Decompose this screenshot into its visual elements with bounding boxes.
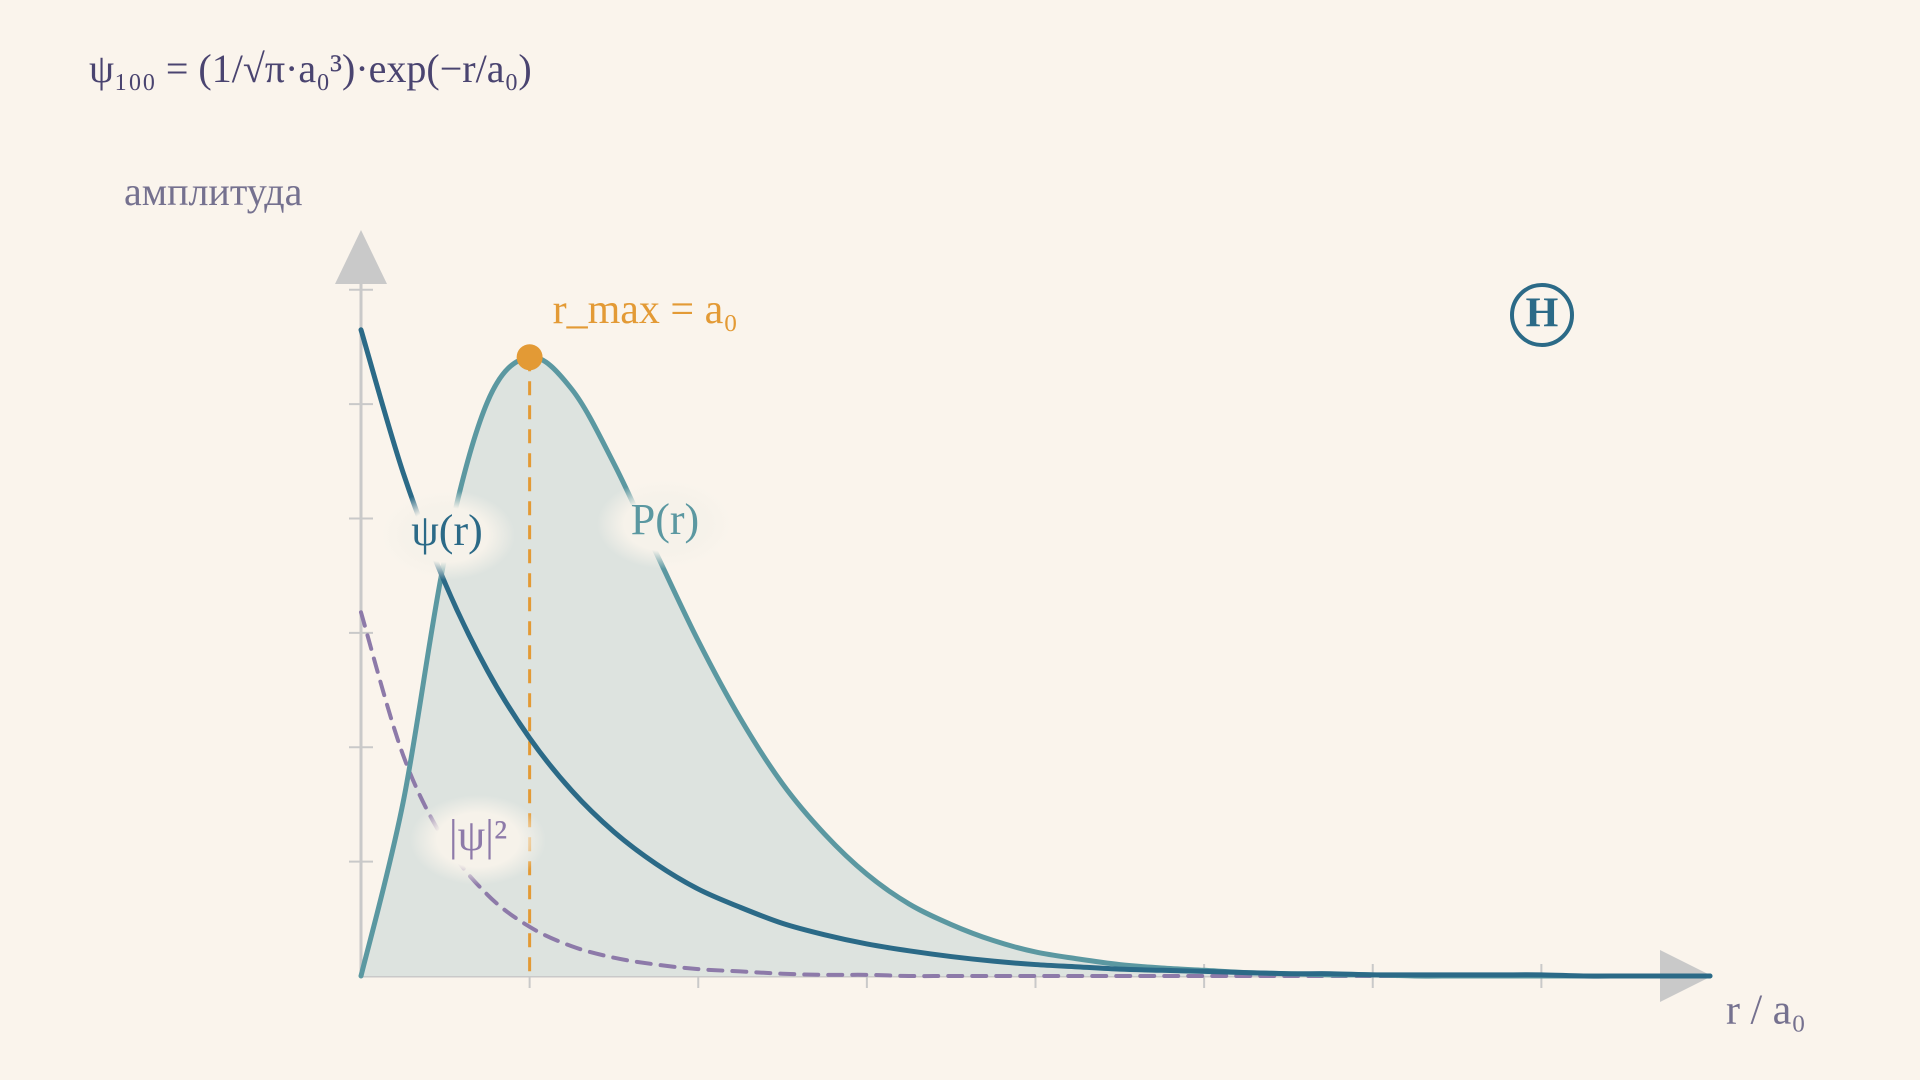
peak-marker	[516, 344, 543, 371]
badge-label: H	[1526, 291, 1559, 337]
y-axis-arrow	[335, 230, 387, 284]
label-halo	[597, 479, 733, 569]
series-label: |ψ|²	[449, 811, 507, 860]
label-halo	[410, 795, 546, 885]
formula-title: ψ₁₀₀ = (1/√π·a₀³)·exp(−r/a₀)	[89, 46, 532, 91]
x-axis-label: r / a₀	[1726, 988, 1806, 1034]
annotation: r_max = a₀	[553, 287, 738, 333]
y-axis-label: амплитуда	[124, 169, 303, 214]
series-label: ψ(r)	[411, 506, 483, 555]
area-fill	[361, 357, 1710, 977]
series-line	[358, 327, 1713, 979]
badge: H	[1510, 283, 1574, 347]
badge-ring	[1510, 283, 1574, 347]
label-halo	[379, 490, 515, 580]
series-label: P(r)	[631, 495, 699, 544]
